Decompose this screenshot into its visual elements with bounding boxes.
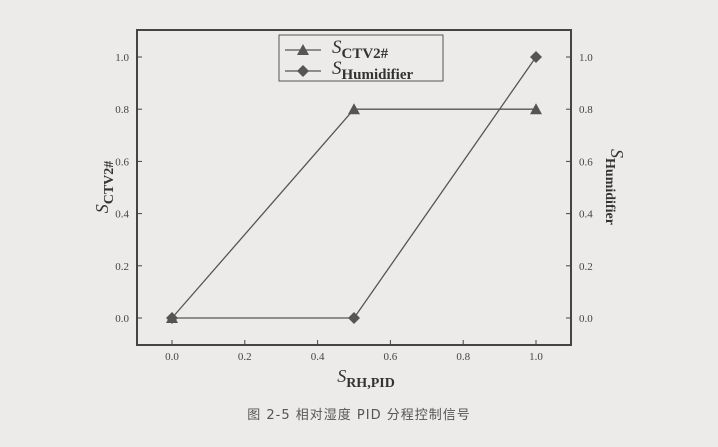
data-point-humidifier (348, 312, 360, 324)
y-right-tick-label: 0.4 (579, 209, 593, 221)
legend-marker-triangle (297, 44, 309, 55)
y-left-axis-label: SCTV2# (92, 161, 117, 214)
x-axis-label: SRH,PID (337, 366, 395, 391)
y-right-tick-label: 0.8 (579, 104, 593, 116)
y-left-tick-label: 0.4 (115, 209, 129, 221)
x-tick-label: 0.4 (311, 351, 325, 363)
legend-entry: SCTV2# (332, 37, 389, 62)
x-tick-label: 0.0 (165, 351, 179, 363)
y-right-axis-label: SHumidifier (602, 149, 627, 225)
series-line-humidifier (172, 56, 537, 319)
figure-caption: 图 2-5 相对湿度 PID 分程控制信号 (247, 408, 471, 423)
y-left-tick-label: 0.0 (115, 313, 129, 325)
y-right-tick-label: 1.0 (579, 52, 593, 64)
y-right-tick-label: 0.0 (579, 313, 593, 325)
y-left-tick-label: 0.6 (115, 156, 129, 168)
legend-entry: SHumidifier (332, 58, 414, 83)
data-point-ctv2 (348, 103, 360, 115)
data-point-humidifier (530, 51, 542, 63)
y-right-tick-label: 0.2 (579, 261, 593, 273)
x-tick-label: 0.8 (456, 351, 470, 363)
y-left-tick-label: 0.2 (115, 261, 129, 273)
series-line-ctv2 (171, 108, 536, 319)
plot-frame (136, 29, 572, 346)
data-point-humidifier (166, 312, 178, 324)
y-right-tick-label: 0.6 (579, 156, 593, 168)
data-point-ctv2 (530, 103, 542, 115)
x-tick-label: 0.6 (384, 351, 398, 363)
legend-marker-diamond (297, 65, 309, 77)
y-left-tick-label: 0.8 (115, 104, 129, 116)
x-tick-label: 1.0 (529, 351, 543, 363)
y-left-tick-label: 1.0 (115, 52, 129, 64)
x-tick-label: 0.2 (238, 351, 252, 363)
